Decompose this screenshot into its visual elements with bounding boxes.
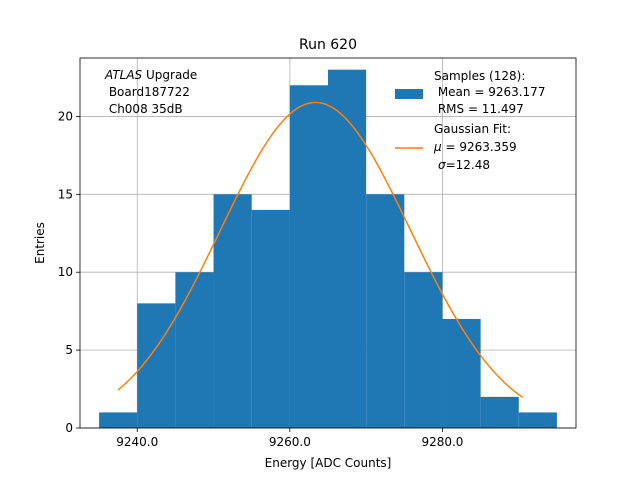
annotation-channel: Ch008 35dB (105, 102, 183, 116)
y-tick-label: 0 (65, 421, 73, 435)
y-tick-label: 20 (58, 109, 73, 123)
y-tick-label: 5 (65, 343, 73, 357)
histogram-bar (442, 318, 481, 428)
histogram-bar (175, 272, 214, 428)
x-tick-label: 9240.0 (116, 435, 158, 449)
legend-fit-title: Gaussian Fit: (434, 122, 511, 136)
legend-fit-sigma-value: =12.48 (446, 158, 490, 172)
x-axis-label: Energy [ADC Counts] (265, 456, 392, 470)
histogram-bar (518, 412, 557, 428)
annotation-atlas-label: ATLAS (104, 68, 143, 82)
histogram-bar (404, 272, 443, 428)
histogram-bar (137, 303, 176, 428)
legend-samples-title: Samples (128): (434, 69, 525, 83)
gaussian-fit-line (117, 101, 524, 399)
svg-text:μ = 9263.359: μ = 9263.359 (433, 140, 517, 154)
svg-text:ATLAS Upgrade: ATLAS Upgrade (104, 68, 197, 82)
svg-text:σ=12.48: σ=12.48 (438, 158, 490, 172)
legend-histogram-swatch (395, 89, 423, 99)
x-tick-label: 9280.0 (421, 435, 463, 449)
annotation-upgrade-label: Upgrade (142, 68, 197, 82)
axis-ticks: 9240.0 9260.0 9280.0 0 5 10 15 20 (58, 109, 464, 449)
legend-fit-sigma-symbol: σ (438, 158, 446, 172)
legend-fit-mu-value: = 9263.359 (442, 140, 517, 154)
legend: Samples (128): Mean = 9263.177 RMS = 11.… (395, 69, 545, 172)
chart-title: Run 620 (299, 37, 357, 53)
x-tick-label: 9260.0 (269, 435, 311, 449)
histogram-bar (480, 396, 519, 428)
y-axis-label: Entries (33, 222, 47, 264)
histogram-bar (99, 412, 138, 428)
histogram-bar (328, 69, 367, 429)
histogram-bar (289, 85, 328, 429)
annotation-board: Board187722 (105, 85, 190, 99)
axes-frame (79, 57, 577, 429)
histogram-bar (366, 194, 405, 428)
legend-samples-mean: Mean = 9263.177 (434, 85, 545, 99)
y-tick-label: 15 (58, 187, 73, 201)
y-tick-label: 10 (58, 265, 73, 279)
histogram-bars (99, 69, 557, 429)
histogram-bar (251, 209, 290, 428)
atlas-annotation: ATLAS Upgrade Board187722 Ch008 35dB (104, 68, 197, 116)
legend-fit-mu-symbol: μ (433, 140, 442, 154)
legend-samples-rms: RMS = 11.497 (434, 102, 524, 116)
histogram-bar (213, 194, 252, 428)
